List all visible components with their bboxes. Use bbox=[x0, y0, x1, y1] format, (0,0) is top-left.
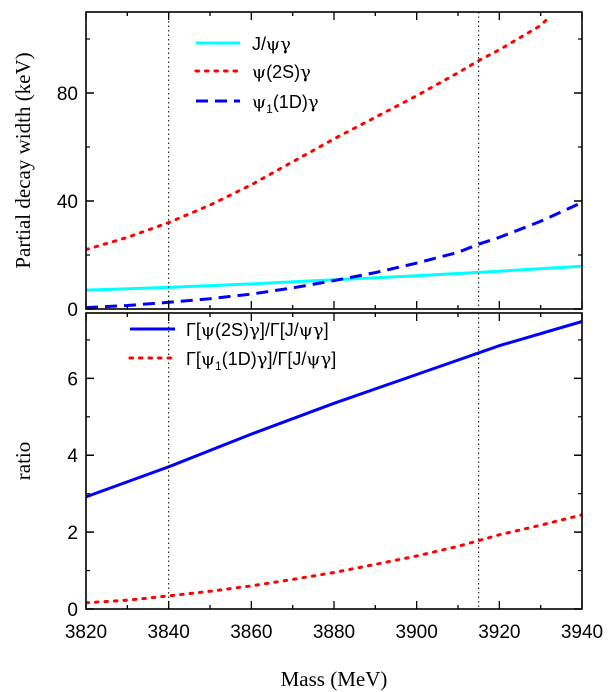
y-tick-label: 0 bbox=[67, 300, 78, 321]
legend-label: ψ1(1D)γ bbox=[252, 92, 319, 116]
y-tick-label: 40 bbox=[57, 192, 78, 213]
series-line-1 bbox=[86, 513, 582, 605]
x-tick-label: 3920 bbox=[478, 622, 520, 643]
top-reference-lines bbox=[168, 12, 480, 309]
top-axis-ticks: 0 40 80 bbox=[57, 12, 583, 321]
legend-entry-1: ψ(2S)γ bbox=[194, 62, 311, 83]
top-y-axis-label: Partial decay width (keV) bbox=[11, 52, 35, 268]
legend-entry-1: Γ[ψ1(1D)γ]/Γ[J/ψγ] bbox=[128, 349, 336, 373]
bottom-legend: Γ[ψ(2S)γ]/Γ[J/ψγ] Γ[ψ1(1D)γ]/Γ[J/ψγ] bbox=[128, 320, 336, 373]
legend-label: J/ψγ bbox=[252, 34, 291, 55]
legend-entry-0: Γ[ψ(2S)γ]/Γ[J/ψγ] bbox=[130, 320, 329, 341]
top-curves bbox=[86, 15, 582, 309]
y-tick-label: 80 bbox=[57, 84, 78, 105]
series-line-0 bbox=[86, 320, 582, 499]
axes-frame-bot bbox=[85, 312, 583, 610]
series-line-2 bbox=[86, 201, 582, 309]
x-tick-label: 3900 bbox=[396, 622, 438, 643]
legend-label: Γ[ψ1(1D)γ]/Γ[J/ψγ] bbox=[186, 349, 336, 373]
axes-frames bbox=[85, 11, 583, 610]
x-tick-label: 3860 bbox=[230, 622, 272, 643]
y-tick-label: 6 bbox=[67, 369, 78, 390]
panel-ratio: 0 2 4 6 3820 3840 3860 3880 3900 3920 3940 Γ[ψ(2S)… bbox=[11, 313, 603, 643]
panel-partial-width: 0 40 80 J/ψγ ψ(2S)γ ψ1(1D)γ Partial decay wi… bbox=[11, 12, 583, 321]
legend-entry-2: ψ1(1D)γ bbox=[196, 92, 319, 116]
y-tick-label: 2 bbox=[67, 523, 78, 544]
legend-label: Γ[ψ(2S)γ]/Γ[J/ψγ] bbox=[186, 320, 329, 341]
bottom-axis-ticks: 0 2 4 6 3820 3840 3860 3880 3900 3920 3940 bbox=[65, 313, 603, 643]
series-line-0 bbox=[86, 264, 582, 292]
x-tick-label: 3880 bbox=[313, 622, 355, 643]
axes-frame-top bbox=[85, 11, 583, 310]
legend-label: ψ(2S)γ bbox=[252, 62, 311, 83]
y-tick-label: 4 bbox=[67, 446, 78, 467]
x-tick-label: 3940 bbox=[561, 622, 603, 643]
x-tick-label: 3840 bbox=[148, 622, 190, 643]
series-line-1 bbox=[86, 15, 551, 252]
x-axis-label: Mass (MeV) bbox=[281, 667, 388, 691]
x-tick-label: 3820 bbox=[65, 622, 107, 643]
y-tick-label: 0 bbox=[67, 600, 78, 621]
top-legend: J/ψγ ψ(2S)γ ψ1(1D)γ bbox=[194, 34, 319, 116]
legend-entry-0: J/ψγ bbox=[196, 34, 291, 55]
bottom-y-axis-label: ratio bbox=[11, 442, 35, 480]
